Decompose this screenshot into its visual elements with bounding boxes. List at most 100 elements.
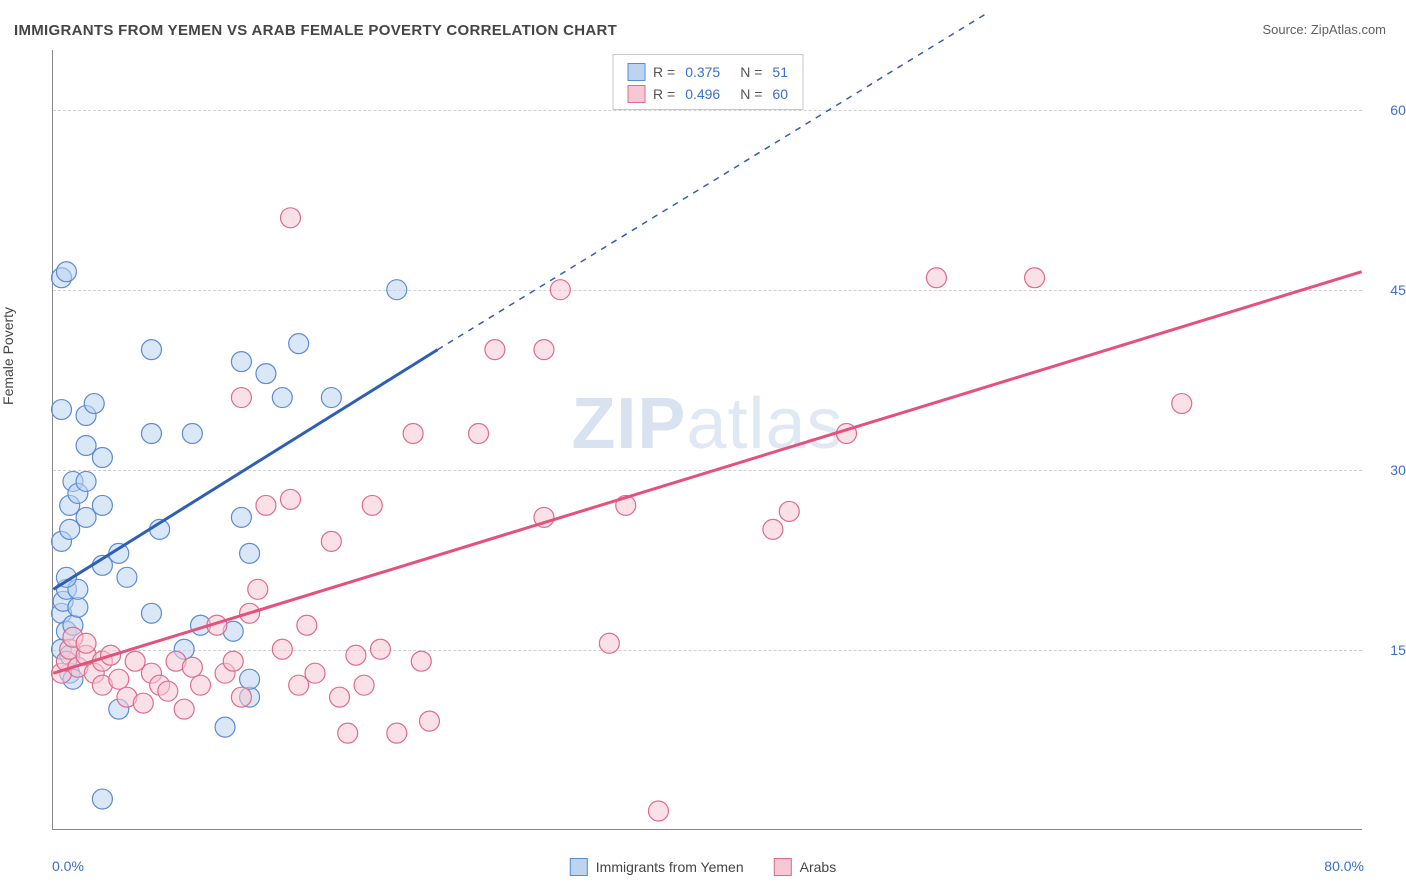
data-point [231,352,251,372]
data-point [321,531,341,551]
data-point [68,597,88,617]
data-point [76,507,96,527]
data-point [76,633,96,653]
legend-correlation: R = 0.375 N = 51 R = 0.496 N = 60 [612,54,803,110]
data-point [338,723,358,743]
x-tick-max: 80.0% [1324,858,1364,874]
legend-n-label: N = [740,83,762,105]
data-point [231,388,251,408]
legend-r-label: R = [653,61,675,83]
data-point [370,639,390,659]
data-point [534,340,554,360]
data-point [240,543,260,563]
data-point [550,280,570,300]
data-point [272,639,292,659]
legend-swatch [627,85,645,103]
data-point [56,262,76,282]
data-point [182,424,202,444]
data-point [215,717,235,737]
legend-swatch [774,858,792,876]
data-point [419,711,439,731]
data-point [272,388,292,408]
data-point [469,424,489,444]
legend-item: Arabs [774,858,837,876]
data-point [763,519,783,539]
data-point [191,675,211,695]
data-point [92,447,112,467]
data-point [648,801,668,821]
legend-series: Immigrants from Yemen Arabs [570,858,836,876]
y-tick-label: 30.0% [1370,462,1406,478]
data-point [779,501,799,521]
data-point [256,364,276,384]
data-point [387,280,407,300]
legend-n-value: 51 [772,61,788,83]
data-point [109,669,129,689]
trend-line [53,272,1361,673]
data-point [289,675,309,695]
data-point [599,633,619,653]
data-point [926,268,946,288]
legend-row: R = 0.496 N = 60 [627,83,788,105]
x-tick-min: 0.0% [52,858,84,874]
data-point [84,394,104,414]
legend-n-value: 60 [772,83,788,105]
data-point [248,579,268,599]
data-point [141,603,161,623]
data-point [223,651,243,671]
legend-row: R = 0.375 N = 51 [627,61,788,83]
data-point [231,687,251,707]
source-label: Source: ZipAtlas.com [1262,22,1386,37]
data-point [141,340,161,360]
data-point [1172,394,1192,414]
data-point [76,436,96,456]
legend-r-label: R = [653,83,675,105]
data-point [52,400,72,420]
data-point [362,495,382,515]
data-point [133,693,153,713]
data-point [280,208,300,228]
data-point [1025,268,1045,288]
plot-area: ZIPatlas R =0.375N =51R =0.496N =60 15.0… [52,50,1362,830]
data-point [280,489,300,509]
data-point [240,669,260,689]
y-tick-label: 45.0% [1370,282,1406,298]
y-axis-label: Female Poverty [0,307,16,405]
data-point [256,495,276,515]
data-point [485,340,505,360]
legend-swatch [570,858,588,876]
data-point [354,675,374,695]
y-tick-label: 60.0% [1370,102,1406,118]
legend-item: Immigrants from Yemen [570,858,744,876]
legend-swatch [627,63,645,81]
scatter-svg [53,50,1362,829]
legend-r-value: 0.496 [685,83,720,105]
data-point [182,657,202,677]
data-point [346,645,366,665]
data-point [117,567,137,587]
legend-r-value: 0.375 [685,61,720,83]
legend-label: Arabs [800,859,837,875]
data-point [76,471,96,491]
data-point [60,519,80,539]
data-point [231,507,251,527]
data-point [330,687,350,707]
data-point [141,424,161,444]
data-point [411,651,431,671]
y-tick-label: 15.0% [1370,642,1406,658]
data-point [289,334,309,354]
data-point [403,424,423,444]
data-point [158,681,178,701]
chart-container: IMMIGRANTS FROM YEMEN VS ARAB FEMALE POV… [0,0,1406,892]
data-point [92,495,112,515]
legend-n-label: N = [740,61,762,83]
data-point [321,388,341,408]
data-point [305,663,325,683]
data-point [92,789,112,809]
data-point [125,651,145,671]
chart-title: IMMIGRANTS FROM YEMEN VS ARAB FEMALE POV… [14,22,617,39]
data-point [297,615,317,635]
data-point [174,699,194,719]
legend-label: Immigrants from Yemen [596,859,744,875]
data-point [387,723,407,743]
